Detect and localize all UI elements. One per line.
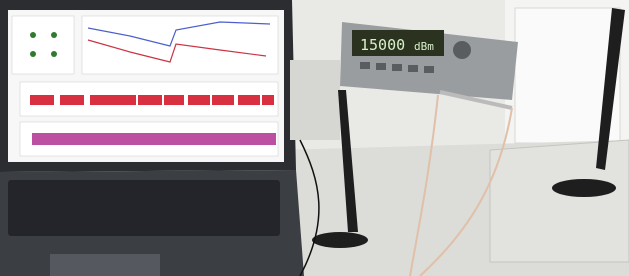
- touchpad: [50, 254, 160, 276]
- antenna-right-base: [552, 179, 616, 197]
- photo-scene: 15000 dBm: [0, 0, 629, 276]
- receiver-box: [490, 140, 629, 262]
- constellation-plot: [12, 16, 74, 74]
- keyboard: [8, 180, 280, 236]
- signal-noise: [32, 133, 276, 145]
- small-box: [290, 60, 340, 140]
- display-reading: 15000: [360, 36, 405, 54]
- page: {"instrument_display": {"reading": "1500…: [0, 0, 629, 276]
- antenna-left-base: [312, 232, 368, 248]
- display-unit: dBm: [414, 40, 434, 53]
